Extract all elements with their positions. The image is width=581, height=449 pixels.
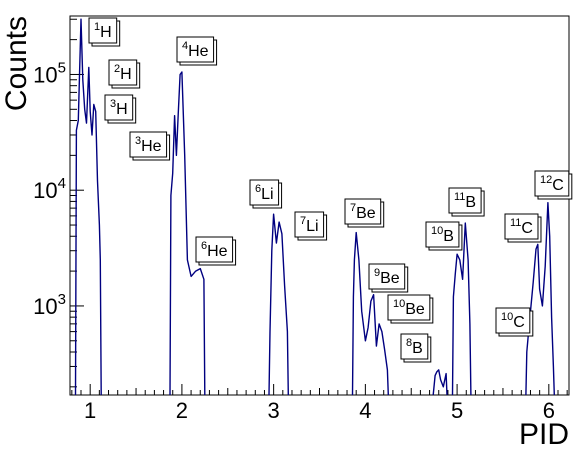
spectrum-peak-segment-5 (432, 369, 448, 396)
isotope-label-box (294, 211, 325, 238)
isotope-element: C (513, 314, 525, 331)
isotope-mass-number: 7 (300, 215, 306, 227)
isotope-element: H (116, 101, 128, 118)
isotope-label-7Li: 7 Li (294, 211, 328, 241)
x-tick-label: 5 (451, 398, 463, 423)
isotope-label-3He: 3 He (129, 131, 171, 161)
isotope-element: C (552, 177, 564, 194)
x-tick-label: 3 (268, 398, 280, 423)
isotope-mass-number: 11 (454, 191, 465, 203)
isotope-mass-number: 10 (431, 225, 443, 237)
spectrum-peak-segment-1 (74, 18, 102, 396)
isotope-label-11B: 11 B (448, 187, 485, 217)
isotope-mass-number: 12 (540, 174, 552, 186)
plot-frame (69, 15, 570, 396)
isotope-mass-number: 9 (374, 267, 380, 279)
isotope-element: Li (261, 186, 273, 203)
isotope-element: Li (306, 218, 318, 235)
isotope-element: B (443, 228, 454, 245)
isotope-mass-number: 6 (201, 240, 207, 252)
isotope-mass-number: 3 (135, 135, 141, 147)
isotope-label-7Be: 7 Be (344, 198, 385, 228)
isotope-mass-number: 8 (406, 337, 412, 349)
isotope-label-12C: 12 C (534, 170, 573, 200)
isotope-element: H (100, 24, 112, 41)
y-axis-title: Counts (0, 16, 33, 111)
spectrum-peak-segment-3 (268, 213, 289, 396)
isotope-element: He (188, 43, 209, 60)
isotope-element: B (465, 194, 476, 211)
isotope-element: He (207, 243, 228, 260)
isotope-element: Be (356, 205, 376, 222)
isotope-label-10C: 10 C (495, 307, 534, 337)
isotope-label-box (534, 170, 570, 197)
isotope-mass-number: 3 (110, 98, 116, 110)
isotope-label-box (495, 307, 531, 334)
spectrum-series (74, 18, 555, 396)
isotope-label-box (425, 221, 460, 248)
isotope-mass-number: 7 (350, 202, 356, 214)
isotope-label-box (400, 333, 429, 360)
isotope-element: He (141, 138, 162, 155)
isotope-element: Be (405, 301, 425, 318)
isotope-element: C (521, 220, 533, 237)
isotope-label-9Be: 9 Be (368, 263, 409, 293)
y-tick-label: 103 (33, 291, 66, 319)
isotope-element: Be (380, 270, 400, 287)
isotope-label-box (344, 198, 382, 225)
isotope-label-10Be: 10 Be (387, 294, 434, 324)
isotope-label-box (249, 179, 280, 206)
isotope-element: B (412, 340, 423, 357)
isotope-label-box (108, 59, 138, 86)
y-tick-label: 105 (33, 59, 66, 87)
isotope-label-box (176, 36, 215, 63)
isotope-label-4He: 4 He (176, 36, 218, 66)
isotope-element: H (120, 66, 132, 83)
isotope-mass-number: 10 (393, 298, 405, 310)
isotope-label-11C: 11 C (504, 213, 542, 243)
isotope-label-box (195, 236, 234, 263)
x-axis-title: PID (519, 418, 569, 449)
isotope-label-box (129, 131, 168, 158)
isotope-label-box (368, 263, 406, 290)
isotope-mass-number: 4 (182, 40, 188, 52)
isotope-label-box (104, 94, 134, 121)
isotope-label-box (88, 17, 118, 44)
isotope-label-box (504, 213, 539, 240)
isotope-label-box (387, 294, 431, 321)
isotope-mass-number: 2 (114, 63, 120, 75)
x-tick-label: 4 (359, 398, 371, 423)
x-tick-label: 6 (543, 398, 555, 423)
isotope-label-10B: 10 B (425, 221, 463, 251)
isotope-mass-number: 10 (501, 311, 513, 323)
x-tick-label: 2 (176, 398, 188, 423)
isotope-mass-number: 1 (94, 21, 100, 33)
isotope-mass-number: 6 (255, 183, 261, 195)
isotope-label-6He: 6 He (195, 236, 237, 266)
x-tick-label: 1 (84, 398, 96, 423)
isotope-label-6Li: 6 Li (249, 179, 283, 209)
spectrum-peak-segment-4 (351, 231, 389, 396)
isotope-label-box (448, 187, 482, 214)
isotope-mass-number: 11 (510, 217, 521, 229)
y-tick-label: 104 (33, 175, 66, 203)
spectrum-peak-segment-2 (169, 71, 206, 396)
spectrum-peak-segment-6 (451, 222, 472, 396)
